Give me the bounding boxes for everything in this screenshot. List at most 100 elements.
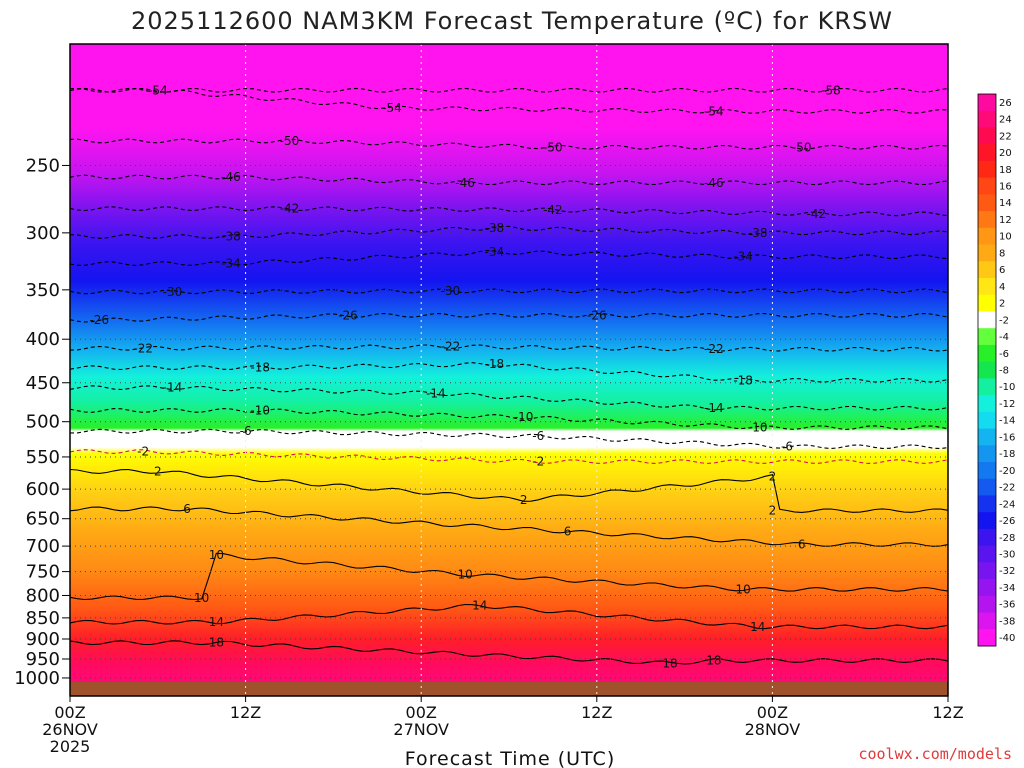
y-tick-label: 850: [26, 608, 60, 629]
ground-surface: [70, 682, 948, 696]
contour-label: 18: [706, 654, 721, 668]
contour-label: -14: [426, 386, 446, 400]
contour-line: [69, 249, 949, 266]
contour-line: [69, 552, 949, 601]
contour-line: [69, 449, 949, 464]
credit-link[interactable]: coolwx.com/models: [858, 745, 1012, 763]
colorbar-swatch: [978, 595, 996, 614]
y-tick-label: 800: [26, 585, 60, 606]
y-tick-label: 600: [26, 479, 60, 500]
contour-labels: -54 -54 -54 -58 -50 -50 -50 -46 -46 -46 -42 -42 -42 -…: [89, 83, 840, 670]
colorbar-label: 4: [999, 282, 1005, 293]
contour-label: -46: [221, 170, 241, 184]
colorbar-swatch: [978, 294, 996, 312]
contour-label: 2: [154, 464, 162, 478]
colorbar-swatch: [978, 177, 996, 195]
y-tick-label: 500: [26, 412, 60, 433]
contour-label: -42: [543, 203, 563, 217]
contour-label: 6: [183, 502, 191, 516]
colorbar-swatch: [978, 612, 996, 630]
colorbar-swatch: [978, 378, 996, 396]
colorbar-label: -40: [999, 633, 1015, 644]
colorbar-label: -14: [999, 416, 1015, 427]
colorbar-label: 22: [999, 131, 1012, 142]
contour-label: -54: [148, 83, 168, 97]
contour-lines: [69, 87, 949, 665]
contour-label: -6: [532, 429, 544, 443]
colorbar-label: -26: [999, 516, 1015, 527]
colorbar-label: 18: [999, 165, 1012, 176]
contour-label: -30: [163, 285, 183, 299]
contour-label: -10: [514, 410, 534, 424]
colorbar-swatch: [978, 545, 996, 563]
y-tick-label: 750: [26, 562, 60, 583]
contour-label: -26: [338, 308, 358, 322]
contour-label: -26: [587, 308, 607, 322]
colorbar-label: -32: [999, 566, 1015, 577]
contour-label: 2: [520, 493, 528, 507]
colorbar-label: -34: [999, 583, 1015, 594]
colorbar-label: 20: [999, 148, 1012, 159]
y-tick-label: 950: [26, 649, 60, 670]
colorbar-swatch: [978, 110, 996, 128]
x-tick-label: 00Z: [757, 703, 788, 722]
colorbar-label: -30: [999, 550, 1015, 561]
colorbar-swatch: [978, 428, 996, 446]
contour-label: -22: [133, 341, 153, 355]
colorbar-label: 24: [999, 115, 1012, 126]
colorbar-swatch: [978, 94, 996, 112]
contour-line: [69, 408, 949, 430]
contour-label: -18: [485, 357, 505, 371]
chart-title: 2025112600 NAM3KM Forecast Temperature (…: [131, 7, 893, 35]
contour-label: -22: [441, 340, 461, 354]
y-tick-label: 350: [26, 280, 60, 301]
contour-line: [69, 87, 949, 114]
contour-label: -34: [221, 257, 241, 271]
colorbar-swatch: [978, 411, 996, 430]
colorbar-swatch: [978, 579, 996, 597]
contour-label: 6: [564, 525, 572, 539]
contour-label: -18: [250, 361, 270, 375]
colorbar-swatch: [978, 261, 996, 279]
colorbar-frame: [977, 93, 997, 647]
plot-frame: [69, 43, 949, 697]
y-tick-label: 300: [26, 223, 60, 244]
x-tick-label: 2025: [50, 737, 91, 756]
colorbar-swatch: [978, 127, 996, 145]
colorbar-label: 8: [999, 248, 1005, 259]
contour-label: -34: [485, 245, 505, 259]
colorbar-swatch: [978, 462, 996, 480]
colorbar-label: -22: [999, 483, 1015, 494]
contour-line: [69, 288, 949, 295]
contour-label: 10: [735, 582, 750, 596]
contour-label: -2: [532, 455, 544, 469]
colorbar-swatch: [978, 328, 996, 346]
contour-label: -42: [280, 202, 300, 216]
y-tick-label: 700: [26, 536, 60, 557]
contour-line: [69, 506, 949, 547]
colorbar-label: 26: [999, 98, 1012, 109]
colorbar-swatch: [978, 512, 996, 530]
colorbar-swatch: [978, 528, 996, 547]
colorbar-swatch: [978, 194, 996, 212]
y-tick-label: 400: [26, 329, 60, 350]
contour-label: 14: [209, 615, 224, 629]
colorbar-label: -2: [999, 315, 1009, 326]
colorbar-label: -6: [999, 349, 1009, 360]
colorbar-label: -18: [999, 449, 1015, 460]
contour-label: -10: [748, 421, 768, 435]
contour-line: [69, 225, 949, 239]
contour-line: [69, 640, 949, 665]
contour-line: [69, 362, 949, 383]
contour-label: 2: [769, 470, 777, 484]
colorbar-label: -36: [999, 600, 1015, 611]
contour-label: -26: [89, 313, 109, 327]
colorbar-swatch: [978, 244, 996, 262]
contour-label: -18: [733, 373, 753, 387]
contour-line: [69, 138, 949, 150]
colorbar-swatch: [978, 361, 996, 379]
y-tick-label: 550: [26, 447, 60, 468]
x-tick-label: 00Z: [54, 703, 85, 722]
y-tick-label: 1000: [14, 668, 60, 689]
